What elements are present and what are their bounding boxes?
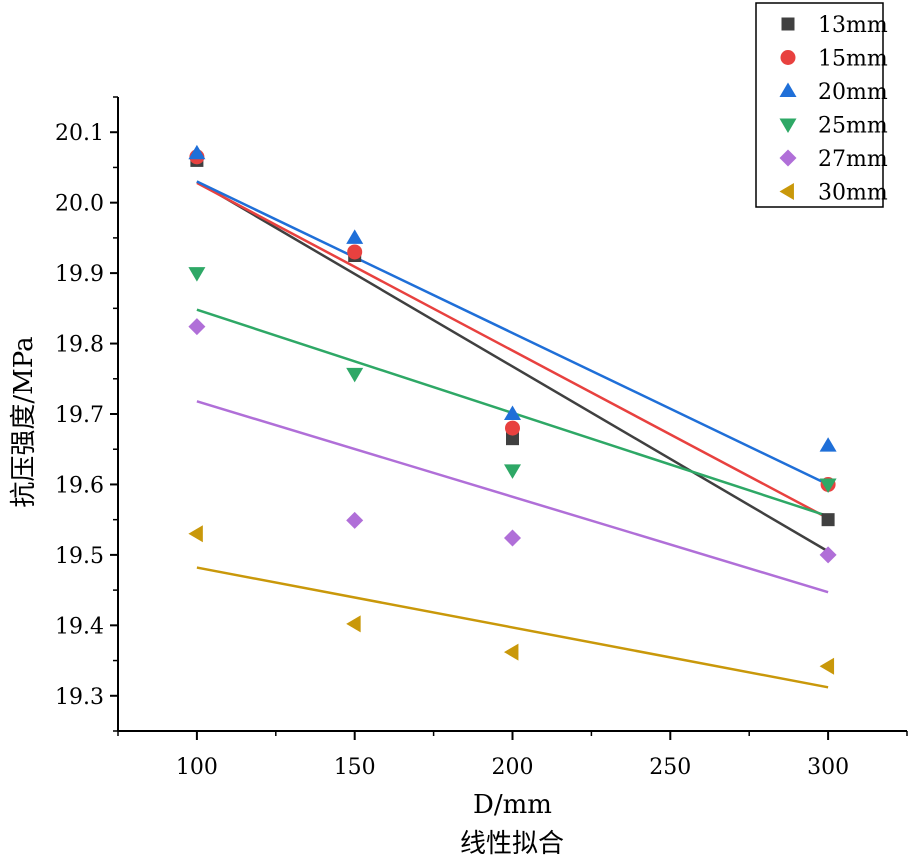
y-axis: 19.3 19.4 19.5 19.6 19.7 19.8 19.9 20.0 20.1 [55,96,118,732]
y-tick-label: 20.0 [55,192,104,217]
legend-label: 25mm [818,114,888,139]
fit-line-13mm [196,180,829,553]
legend: 13mm 15mm 20mm 25mm 27mm 30mm [755,2,888,208]
point-25mm [504,464,521,479]
point-20mm [346,229,364,244]
point-15mm [505,420,520,436]
x-tick-label: 100 [176,755,218,780]
y-tick-label: 19.6 [55,473,104,498]
point-20mm [188,144,206,160]
y-tick-label: 19.9 [55,262,104,287]
point-15mm [347,244,363,260]
fit-line-30mm [196,566,829,689]
point-20mm [504,405,521,420]
legend-marker-25mm [779,118,797,133]
point-25mm [346,367,364,383]
fit-line-20mm [196,180,829,486]
y-tick-label: 20.1 [55,121,104,146]
point-30mm [346,615,361,633]
legend-box [755,2,884,208]
legend-label: 20mm [818,80,888,105]
y-tick-label: 19.5 [55,544,104,569]
fit-line-15mm [196,181,829,520]
point-13mm [506,432,519,446]
legend-marker-30mm [779,183,794,200]
y-axis-title: 抗压强度/MPa [9,336,39,507]
x-tick-label: 300 [807,755,849,780]
y-tick-label: 19.4 [55,614,104,639]
y-tick-label: 19.3 [55,685,104,710]
legend-label: 27mm [818,147,888,172]
x-axis: 100 150 200 250 300 [117,731,908,780]
y-tick-label: 19.8 [55,333,104,358]
legend-label: 13mm [818,13,888,38]
legend-marker-20mm [779,82,797,97]
point-25mm [819,478,837,493]
point-30mm [188,525,203,543]
fit-line-27mm [196,400,829,594]
legend-label: 15mm [818,47,888,72]
data-markers [188,144,837,675]
legend-marker-15mm [780,50,796,65]
x-axis-title: D/mm [473,790,552,820]
chart-caption: 线性拟合 [460,829,564,859]
legend-marker-13mm [781,17,795,31]
point-27mm [819,546,837,564]
point-27mm [346,511,364,529]
point-30mm [819,657,835,675]
x-tick-label: 200 [492,755,534,780]
fit-lines [196,180,829,689]
point-13mm [821,513,835,527]
point-25mm [188,267,206,282]
point-30mm [504,643,519,661]
legend-marker-27mm [779,149,797,167]
y-tick-label: 19.7 [55,403,104,428]
legend-label: 30mm [818,181,888,206]
point-20mm [819,437,837,452]
x-tick-label: 250 [649,755,691,780]
point-27mm [188,318,206,336]
point-27mm [504,529,521,547]
x-tick-label: 150 [334,755,376,780]
